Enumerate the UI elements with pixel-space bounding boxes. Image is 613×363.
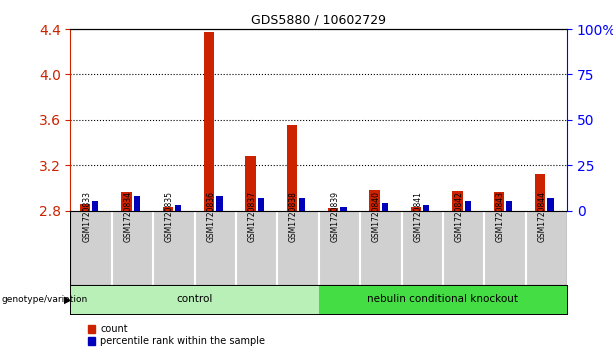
Bar <box>547 198 554 211</box>
Bar <box>484 211 526 285</box>
Text: GSM1720835: GSM1720835 <box>165 191 174 242</box>
Bar <box>70 285 319 314</box>
Text: GSM1720843: GSM1720843 <box>496 191 505 242</box>
Text: ▶: ▶ <box>64 294 71 305</box>
Bar <box>328 208 338 211</box>
Bar <box>402 211 443 285</box>
Text: GSM1720839: GSM1720839 <box>330 191 340 242</box>
Text: GSM1720844: GSM1720844 <box>538 191 546 242</box>
Bar <box>245 156 256 211</box>
Bar <box>493 192 504 211</box>
Bar <box>80 204 90 211</box>
Bar <box>370 190 380 211</box>
Text: control: control <box>177 294 213 305</box>
Bar <box>175 205 181 211</box>
Text: GSM1720836: GSM1720836 <box>207 191 215 242</box>
Bar <box>319 285 567 314</box>
Bar <box>204 32 215 211</box>
Text: GSM1720833: GSM1720833 <box>82 191 91 242</box>
Bar <box>411 207 421 211</box>
Text: GSM1720841: GSM1720841 <box>413 191 422 242</box>
Title: GDS5880 / 10602729: GDS5880 / 10602729 <box>251 13 386 26</box>
Bar <box>134 196 140 211</box>
Bar <box>465 201 471 211</box>
Bar <box>443 211 484 285</box>
Bar <box>360 211 402 285</box>
Bar <box>236 211 277 285</box>
Bar <box>162 207 173 211</box>
Text: GSM1720840: GSM1720840 <box>372 191 381 242</box>
Bar <box>92 201 99 211</box>
Bar <box>535 174 546 211</box>
Text: GSM1720837: GSM1720837 <box>248 191 257 242</box>
Text: GSM1720834: GSM1720834 <box>124 191 132 242</box>
Bar <box>287 126 297 211</box>
Bar <box>216 196 223 211</box>
Bar <box>340 207 347 211</box>
Bar <box>153 211 195 285</box>
Bar <box>526 211 567 285</box>
Text: genotype/variation: genotype/variation <box>1 295 88 304</box>
Bar <box>70 211 112 285</box>
Bar <box>382 203 388 211</box>
Legend: count, percentile rank within the sample: count, percentile rank within the sample <box>88 324 265 346</box>
Bar <box>452 191 463 211</box>
Bar <box>423 205 430 211</box>
Bar <box>257 198 264 211</box>
Text: GSM1720838: GSM1720838 <box>289 191 298 242</box>
Bar <box>112 211 153 285</box>
Text: GSM1720842: GSM1720842 <box>455 191 463 242</box>
Text: nebulin conditional knockout: nebulin conditional knockout <box>367 294 519 305</box>
Bar <box>299 198 305 211</box>
Bar <box>195 211 236 285</box>
Bar <box>506 201 512 211</box>
Bar <box>277 211 319 285</box>
Bar <box>121 192 132 211</box>
Bar <box>319 211 360 285</box>
